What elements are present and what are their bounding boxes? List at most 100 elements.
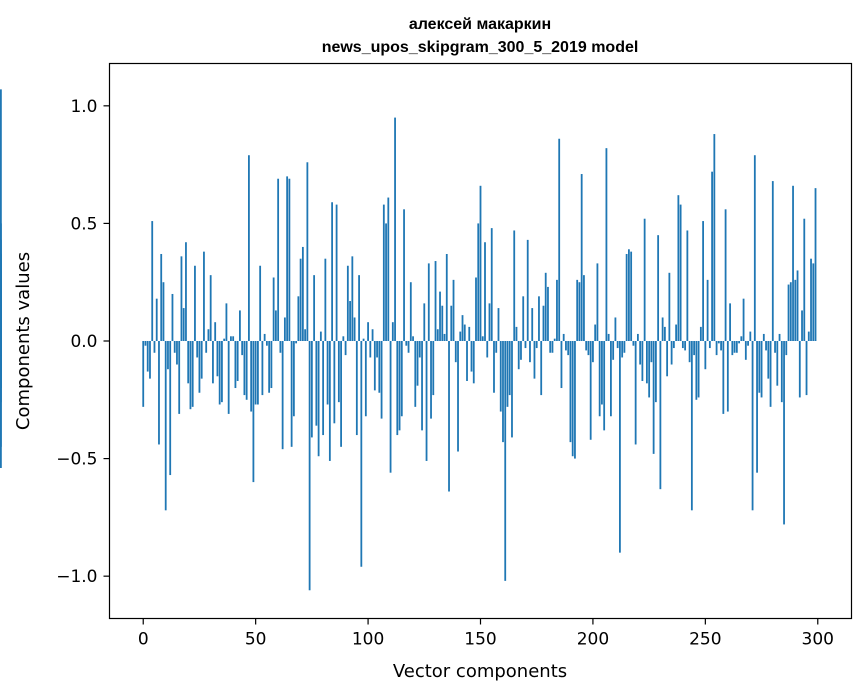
bar — [547, 286, 549, 341]
bar — [621, 341, 624, 358]
bar — [151, 221, 154, 341]
bar — [681, 341, 684, 349]
bar — [767, 341, 770, 379]
bar — [619, 341, 621, 553]
bar — [268, 341, 271, 393]
bar — [319, 331, 322, 341]
bar — [378, 341, 381, 393]
bar — [630, 251, 633, 341]
bar — [810, 258, 812, 341]
bar — [522, 296, 525, 341]
bar — [699, 326, 702, 341]
bar — [427, 263, 430, 341]
bar — [603, 341, 606, 431]
bar — [760, 341, 763, 398]
bar — [239, 310, 241, 341]
bar — [569, 341, 572, 443]
x-tick-label: 300 — [802, 630, 834, 650]
bar — [690, 341, 693, 511]
bar — [328, 341, 331, 461]
bar — [344, 341, 347, 356]
bar — [346, 265, 349, 341]
bar — [625, 253, 628, 341]
bar — [641, 341, 644, 381]
bar — [558, 138, 561, 341]
bar — [677, 195, 680, 341]
bar — [457, 341, 459, 452]
bar — [299, 258, 302, 341]
bar — [715, 341, 718, 356]
bar — [520, 341, 522, 360]
bar — [650, 341, 653, 363]
bar — [506, 341, 509, 407]
x-axis-ticks: 0 50 100 150 200 250 300 — [138, 618, 834, 650]
bar — [187, 341, 190, 384]
bar — [490, 228, 493, 341]
bar — [508, 341, 511, 396]
bar — [535, 341, 538, 349]
bar — [486, 341, 489, 358]
bar — [295, 341, 298, 344]
bar — [274, 310, 277, 341]
bar — [686, 230, 689, 341]
bar — [326, 341, 329, 405]
bar — [292, 341, 295, 417]
bar — [272, 277, 275, 341]
bar — [740, 336, 743, 341]
bar — [567, 341, 570, 356]
bar — [169, 341, 172, 476]
bar — [257, 341, 259, 405]
bar — [549, 341, 552, 353]
bar — [587, 341, 590, 356]
bar — [661, 317, 664, 341]
bar — [436, 329, 439, 341]
bar — [164, 341, 167, 511]
bar — [335, 204, 338, 341]
bar — [517, 341, 520, 370]
bar — [513, 230, 516, 341]
bar — [391, 322, 394, 341]
bar — [149, 341, 151, 379]
bar — [738, 341, 740, 344]
y-tick-label: −1.0 — [56, 567, 97, 587]
bar — [0, 305, 2, 341]
bar — [722, 341, 725, 414]
bar — [261, 341, 264, 396]
bar — [493, 341, 495, 393]
bar — [358, 275, 360, 341]
bar — [387, 197, 390, 341]
bar — [648, 341, 651, 398]
bar — [331, 202, 333, 341]
bar — [753, 155, 756, 341]
bar — [340, 341, 342, 447]
bar — [198, 341, 201, 393]
bar — [574, 341, 576, 459]
bar — [158, 341, 160, 445]
bar — [286, 176, 289, 341]
bar — [142, 341, 145, 407]
plot-area-frame — [108, 62, 853, 620]
bar — [812, 263, 815, 341]
bar — [385, 223, 387, 341]
bar — [778, 333, 781, 341]
bar — [322, 341, 325, 436]
bar — [214, 322, 217, 341]
bar — [643, 218, 646, 341]
bar — [789, 282, 792, 341]
bar — [382, 204, 385, 341]
bar — [589, 341, 592, 440]
bar — [380, 341, 383, 419]
bar — [803, 218, 806, 341]
bar — [612, 341, 615, 360]
bar — [355, 341, 358, 436]
bar — [259, 265, 262, 341]
bar — [706, 279, 709, 341]
bar — [146, 341, 149, 372]
bar — [0, 341, 2, 468]
bar — [814, 188, 817, 341]
bar — [315, 341, 318, 426]
bar — [771, 181, 774, 341]
bar — [747, 341, 749, 346]
bar — [605, 148, 608, 341]
bar — [697, 341, 700, 398]
